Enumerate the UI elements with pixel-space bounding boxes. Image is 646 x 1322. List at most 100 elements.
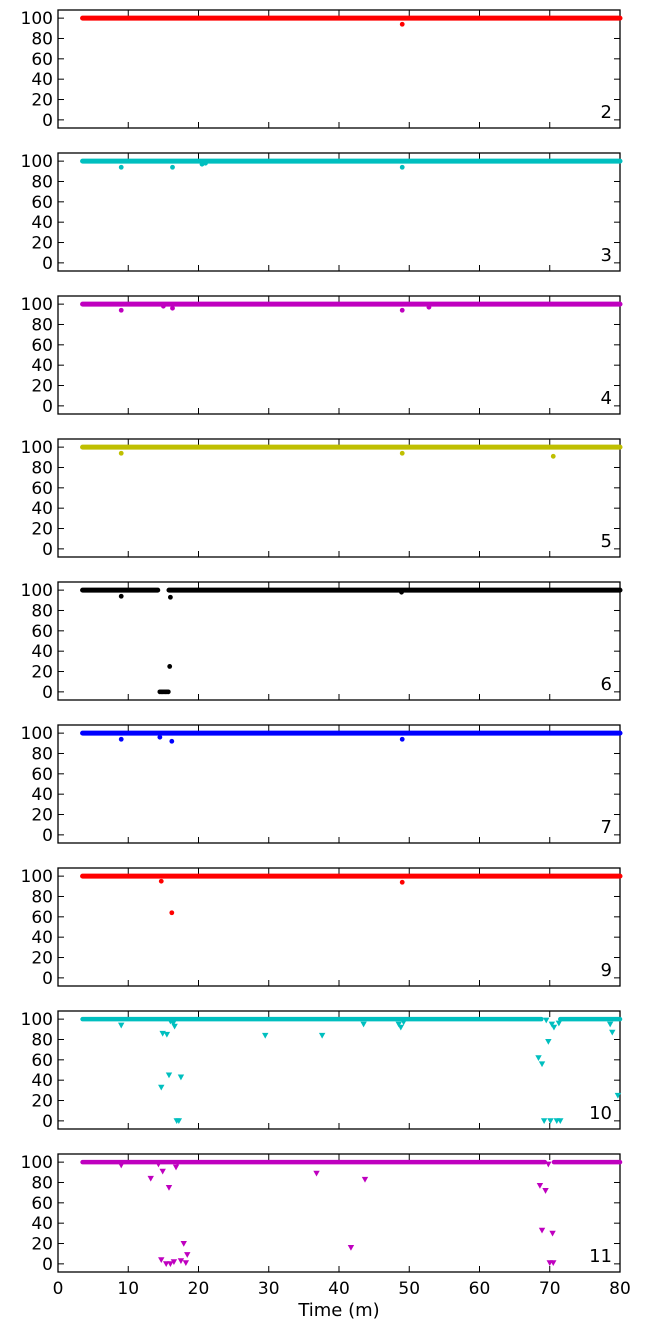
data-point bbox=[395, 1021, 402, 1028]
panel-frame bbox=[57, 724, 621, 844]
data-point bbox=[550, 1260, 557, 1267]
y-tick-label: 100 bbox=[21, 438, 53, 458]
y-tick-label: 20 bbox=[31, 1235, 53, 1255]
data-point bbox=[614, 1092, 622, 1099]
y-tick-label: 100 bbox=[21, 152, 53, 172]
data-point bbox=[606, 1021, 614, 1028]
y-tick-label: 0 bbox=[42, 254, 53, 274]
panel-label: 4 bbox=[601, 388, 612, 409]
data-point bbox=[170, 305, 175, 311]
x-tick-label: 40 bbox=[328, 1279, 350, 1299]
data-point bbox=[155, 1161, 162, 1168]
data-point bbox=[169, 738, 175, 744]
y-tick-label: 20 bbox=[31, 91, 53, 111]
data-point bbox=[543, 1017, 550, 1024]
data-point bbox=[167, 1018, 174, 1025]
x-tick-label: 70 bbox=[539, 1279, 561, 1299]
panel-frame bbox=[57, 1153, 621, 1273]
data-point bbox=[163, 1031, 171, 1038]
data-point bbox=[175, 1118, 183, 1125]
y-tick-label: 40 bbox=[31, 70, 53, 90]
data-point bbox=[171, 1023, 178, 1030]
data-point bbox=[399, 21, 405, 27]
x-tick-label: 10 bbox=[117, 1279, 139, 1299]
data-point bbox=[184, 1252, 191, 1258]
y-tick-label: 0 bbox=[42, 397, 53, 417]
y-tick-label: 0 bbox=[42, 683, 53, 703]
data-point bbox=[545, 1038, 552, 1045]
data-point bbox=[177, 1258, 185, 1265]
y-tick-label: 0 bbox=[42, 540, 53, 560]
y-tick-label: 20 bbox=[31, 377, 53, 397]
y-tick-label: 40 bbox=[31, 1214, 53, 1234]
data-point bbox=[147, 1175, 154, 1182]
data-point bbox=[347, 1245, 355, 1251]
data-point bbox=[118, 1022, 125, 1029]
y-tick-label: 80 bbox=[31, 887, 53, 907]
y-tick-label: 60 bbox=[31, 193, 53, 213]
data-point bbox=[177, 1074, 185, 1081]
y-tick-label: 0 bbox=[42, 969, 53, 989]
x-tick-label: 0 bbox=[53, 1279, 64, 1299]
data-point bbox=[550, 453, 556, 459]
data-point bbox=[169, 910, 175, 916]
data-point bbox=[180, 1240, 187, 1247]
y-tick-label: 20 bbox=[31, 234, 53, 254]
y-tick-label: 80 bbox=[31, 601, 53, 621]
y-tick-label: 40 bbox=[31, 642, 53, 662]
panel-frame bbox=[57, 9, 621, 129]
y-tick-label: 100 bbox=[21, 581, 53, 601]
panel-frame bbox=[57, 867, 621, 987]
y-tick-label: 60 bbox=[31, 1194, 53, 1214]
data-point bbox=[182, 1260, 190, 1267]
panel-label: 9 bbox=[601, 960, 612, 981]
y-tick-label: 0 bbox=[42, 1112, 53, 1132]
y-tick-label: 100 bbox=[21, 295, 53, 315]
data-point bbox=[262, 1032, 269, 1039]
data-point bbox=[535, 1055, 542, 1061]
y-tick-label: 0 bbox=[42, 1255, 53, 1275]
panel-label: 10 bbox=[589, 1103, 612, 1124]
y-tick-label: 80 bbox=[31, 1030, 53, 1050]
data-point bbox=[118, 1162, 125, 1169]
data-point bbox=[555, 1020, 563, 1027]
data-point bbox=[399, 307, 405, 313]
panel-frame bbox=[57, 1010, 621, 1130]
y-tick-label: 0 bbox=[42, 826, 53, 846]
x-tick-label: 60 bbox=[469, 1279, 491, 1299]
data-point bbox=[118, 307, 124, 313]
data-point bbox=[545, 1161, 552, 1168]
data-point bbox=[165, 689, 171, 695]
data-point bbox=[172, 1164, 180, 1171]
y-tick-label: 40 bbox=[31, 356, 53, 376]
data-point bbox=[118, 164, 124, 170]
y-tick-label: 40 bbox=[31, 213, 53, 233]
y-tick-label: 20 bbox=[31, 520, 53, 540]
data-point bbox=[170, 1259, 178, 1266]
data-point bbox=[118, 736, 124, 742]
data-point bbox=[118, 450, 124, 456]
data-point bbox=[426, 304, 432, 310]
data-point bbox=[170, 1020, 177, 1027]
data-point bbox=[399, 450, 405, 456]
y-tick-label: 80 bbox=[31, 458, 53, 478]
y-tick-label: 80 bbox=[31, 1173, 53, 1193]
data-point bbox=[167, 1261, 174, 1268]
panel-frame bbox=[57, 295, 621, 415]
data-point bbox=[162, 1261, 170, 1268]
panel-label: 7 bbox=[601, 817, 612, 838]
data-point bbox=[165, 1185, 173, 1191]
y-tick-label: 80 bbox=[31, 172, 53, 192]
y-tick-label: 100 bbox=[21, 724, 53, 744]
y-tick-label: 80 bbox=[31, 315, 53, 335]
data-point bbox=[548, 1021, 556, 1028]
y-tick-label: 40 bbox=[31, 1071, 53, 1091]
data-point bbox=[118, 593, 124, 599]
y-tick-label: 20 bbox=[31, 1092, 53, 1112]
